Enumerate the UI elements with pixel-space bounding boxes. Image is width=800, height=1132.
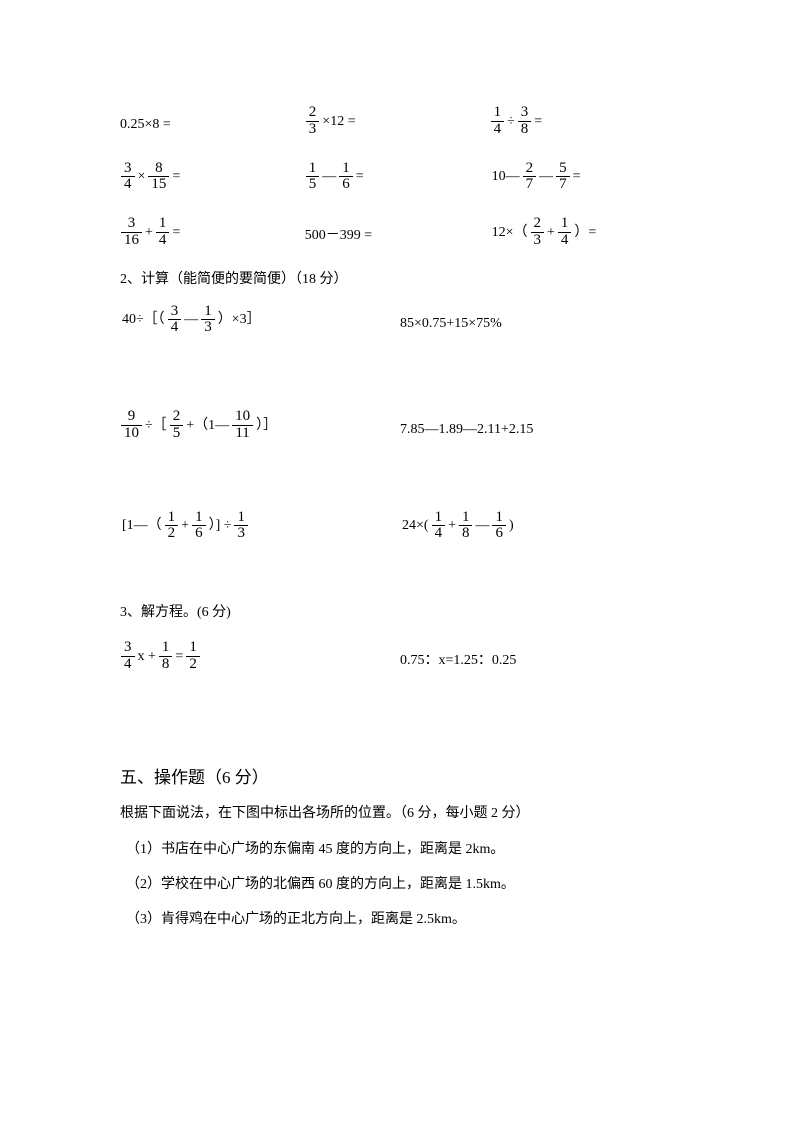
calc-row-3: [1—（ 12 + 16 ）] ÷ 13 24×( 14 + 18 — 16 )	[120, 510, 680, 543]
page-content: 0.25×8 = 23 ×12 = 14 ÷ 38 = 34 × 815 =	[0, 0, 800, 1002]
expr-2: 23 ×12 =	[305, 105, 358, 138]
section-3-heading: 3、解方程。(6 分)	[120, 600, 680, 625]
calc-row-1: 40÷［（ 34 — 13 ）×3］ 85×0.75+15×75%	[120, 304, 680, 337]
question-1: （1）书店在中心广场的东偏南 45 度的方向上，距离是 2km。	[120, 837, 680, 862]
section-2-heading: 2、计算（能简便的要简便）（18 分）	[120, 267, 680, 292]
question-2: （2）学校在中心广场的北偏西 60 度的方向上，距离是 1.5km。	[120, 872, 680, 897]
mental-row-3: 316 + 14 = 500－399 = 12×（ 23 + 14 ）=	[120, 211, 680, 249]
mental-row-2: 34 × 815 = 15 — 16 = 10— 27 — 57 =	[120, 156, 680, 194]
question-3: （3）肯得鸡在中心广场的正北方向上，距离是 2.5km。	[120, 907, 680, 932]
expr-3: 14 ÷ 38 =	[490, 105, 545, 138]
expr-9: 12×（ 23 + 14 ）=	[490, 216, 599, 249]
section-5-subtitle: 根据下面说法，在下图中标出各场所的位置。（6 分，每小题 2 分）	[120, 801, 680, 826]
expr-1: 0.25×8 =	[120, 117, 171, 132]
calc-a: 40÷［（ 34 — 13 ）×3］	[120, 304, 263, 337]
expr-6: 10— 27 — 57 =	[490, 161, 583, 194]
calc-f: 24×( 14 + 18 — 16 )	[400, 510, 516, 543]
calc-e: [1—（ 12 + 16 ）] ÷ 13	[120, 510, 249, 543]
expr-8: 500－399 =	[305, 228, 372, 243]
equation-b: 0.75：x=1.25：0.25	[400, 653, 516, 668]
expr-7: 316 + 14 =	[120, 216, 182, 249]
calc-b: 85×0.75+15×75%	[400, 316, 502, 331]
section-5-title: 五、操作题（6 分）	[120, 763, 680, 794]
equation-a: 34 x + 18 = 12	[120, 640, 201, 673]
mental-row-1: 0.25×8 = 23 ×12 = 14 ÷ 38 =	[120, 100, 680, 138]
calc-d: 7.85—1.89—2.11+2.15	[400, 422, 533, 437]
expr-5: 15 — 16 =	[305, 161, 366, 194]
calc-row-2: 910 ÷［ 25 +（1— 1011 ）］ 7.85—1.89—2.11+2.…	[120, 404, 680, 442]
expr-4: 34 × 815 =	[120, 161, 182, 194]
equations-row: 34 x + 18 = 12 0.75：x=1.25：0.25	[120, 635, 680, 673]
calc-c: 910 ÷［ 25 +（1— 1011 ）］	[120, 409, 279, 442]
